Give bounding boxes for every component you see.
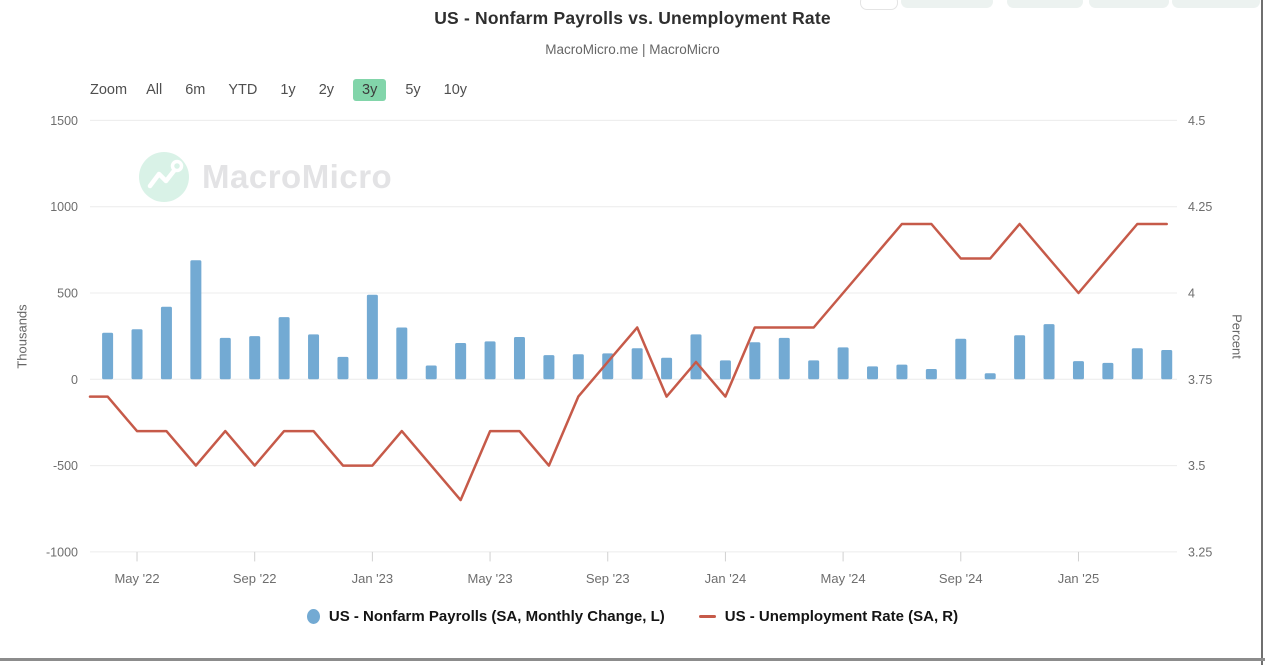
toolbar-button-stub[interactable] [1089, 0, 1169, 8]
legend-item-payrolls[interactable]: US - Nonfarm Payrolls (SA, Monthly Chang… [306, 608, 665, 625]
y-axis-label-right: 3.75 [1188, 373, 1212, 387]
x-axis-label: May '24 [821, 571, 866, 586]
range-button-2y[interactable]: 2y [318, 82, 335, 98]
unemployment-line[interactable] [88, 222, 1168, 502]
x-axis-label: Jan '24 [705, 571, 747, 586]
left-axis-title: Thousands [14, 304, 30, 369]
payrolls-bar[interactable] [308, 334, 320, 380]
payrolls-bar[interactable] [749, 342, 761, 380]
right-axis-title: Percent [1229, 314, 1245, 359]
y-axis-label-right: 4.5 [1188, 114, 1205, 128]
toolbar-button-stub[interactable] [1007, 0, 1083, 8]
payrolls-bar[interactable] [631, 348, 643, 380]
y-axis-label-right: 3.25 [1188, 545, 1212, 559]
payrolls-bar[interactable] [484, 341, 496, 380]
payrolls-bar[interactable] [719, 360, 731, 380]
payrolls-bar[interactable] [102, 332, 114, 380]
payrolls-bar-series[interactable] [102, 260, 1173, 380]
payrolls-bar[interactable] [1014, 335, 1026, 380]
x-axis-label: Jan '23 [352, 571, 394, 586]
payrolls-bar[interactable] [867, 366, 879, 380]
zoom-label: Zoom [90, 82, 128, 98]
payrolls-bar[interactable] [1161, 349, 1173, 380]
y-axis-label-left: 1500 [50, 114, 78, 128]
payrolls-bar[interactable] [1102, 362, 1114, 380]
y-axis-label-left: 500 [57, 287, 78, 301]
payrolls-bar[interactable] [778, 337, 790, 380]
range-button-ytd[interactable]: YTD [228, 82, 258, 98]
legend: US - Nonfarm Payrolls (SA, Monthly Chang… [0, 608, 1265, 625]
payrolls-bar[interactable] [219, 337, 231, 380]
payrolls-bar[interactable] [690, 334, 702, 380]
x-axis-label: Sep '23 [586, 571, 630, 586]
payrolls-bar[interactable] [543, 355, 555, 380]
window-bottom-edge [0, 658, 1265, 661]
x-axis-label: Sep '24 [939, 571, 983, 586]
payrolls-bar[interactable] [366, 294, 378, 380]
range-button-6m[interactable]: 6m [185, 82, 206, 98]
payrolls-bar[interactable] [1043, 324, 1055, 380]
payrolls-bar[interactable] [425, 365, 437, 380]
payrolls-bar[interactable] [278, 317, 290, 380]
y-axis-label-right: 4.25 [1188, 200, 1212, 214]
payrolls-bar[interactable] [190, 260, 202, 380]
y-axis-label-right: 4 [1188, 287, 1195, 301]
x-axis-label: Sep '22 [233, 571, 277, 586]
page-title: US - Nonfarm Payrolls vs. Unemployment R… [434, 8, 831, 28]
range-button-10y[interactable]: 10y [443, 82, 468, 98]
x-axis-label: May '22 [114, 571, 159, 586]
payrolls-bar[interactable] [160, 306, 172, 380]
payrolls-bar[interactable] [455, 343, 467, 380]
y-axis-label-left: -1000 [46, 545, 78, 559]
legend-item-unemployment[interactable]: US - Unemployment Rate (SA, R) [698, 608, 959, 625]
range-button-5y[interactable]: 5y [405, 82, 421, 98]
payrolls-bar[interactable] [1072, 361, 1084, 380]
payrolls-bar[interactable] [661, 357, 673, 380]
range-button-1y[interactable]: 1y [280, 82, 296, 98]
payrolls-bar[interactable] [572, 354, 584, 380]
legend-dash-marker-icon [698, 614, 716, 619]
payrolls-bar[interactable] [513, 337, 525, 380]
window-right-edge [1261, 0, 1263, 665]
payrolls-bar[interactable] [1131, 348, 1143, 380]
toolbar-button-stub[interactable] [901, 0, 993, 8]
payrolls-bar[interactable] [984, 373, 996, 380]
x-axis-label: Jan '25 [1058, 571, 1100, 586]
toolbar-button-stub[interactable] [860, 0, 898, 10]
y-axis-label-left: -500 [53, 459, 78, 473]
y-axis-label-left: 0 [71, 373, 78, 387]
range-toolbar: Zoom All 6m YTD 1y 2y 3y 5y 10y [90, 79, 471, 101]
payrolls-bar[interactable] [837, 347, 849, 380]
legend-circle-marker-icon [306, 609, 320, 624]
range-button-all[interactable]: All [146, 82, 163, 98]
payrolls-bar[interactable] [925, 368, 937, 380]
x-axis-label: May '23 [467, 571, 512, 586]
y-axis-label-right: 3.5 [1188, 459, 1205, 473]
y-axis-label-left: 1000 [50, 200, 78, 214]
range-button-3y[interactable]: 3y [353, 79, 387, 101]
legend-label: US - Nonfarm Payrolls (SA, Monthly Chang… [328, 608, 665, 625]
payrolls-bar[interactable] [896, 364, 908, 380]
payrolls-bar[interactable] [808, 360, 820, 380]
payrolls-bar[interactable] [249, 336, 261, 380]
payrolls-bar[interactable] [955, 338, 967, 380]
legend-label: US - Unemployment Rate (SA, R) [724, 608, 959, 625]
payrolls-bar[interactable] [337, 356, 349, 380]
payrolls-bar[interactable] [131, 329, 143, 380]
page-subtitle: MacroMicro.me | MacroMicro [545, 42, 720, 57]
payrolls-bar[interactable] [396, 327, 408, 380]
toolbar-button-stub[interactable] [1172, 0, 1260, 8]
